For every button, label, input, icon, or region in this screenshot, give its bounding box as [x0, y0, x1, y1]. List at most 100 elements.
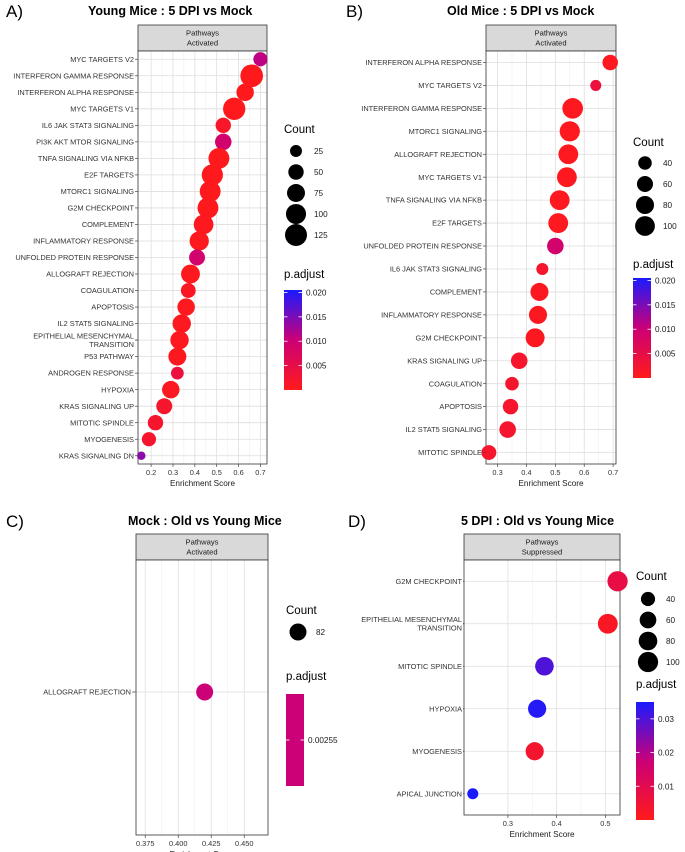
point-il6-jak-stat3-signaling: [536, 263, 548, 275]
count-legend-label: 80: [666, 637, 676, 646]
y-tick-label: ALLOGRAFT REJECTION: [46, 270, 134, 279]
strip-label-line2: Suppressed: [522, 548, 563, 557]
strip-label-line2: Activated: [186, 548, 217, 557]
point-inflammatory-response: [190, 231, 209, 250]
figure: A) Young Mice : 5 DPI vs Mock B) Old Mic…: [0, 0, 685, 852]
y-tick-label: MTORC1 SIGNALING: [61, 187, 135, 196]
y-tick-label: KRAS SIGNALING UP: [407, 356, 482, 365]
count-legend-symbol: [638, 652, 658, 672]
y-tick-label: HYPOXIA: [101, 385, 134, 394]
y-tick-label: MYOGENESIS: [84, 435, 134, 444]
point-myc-targets-v2: [253, 52, 267, 66]
padj-colorbar: [633, 278, 651, 378]
y-tick-label: TNFA SIGNALING VIA NFKB: [386, 196, 482, 205]
padj-legend-label: 0.005: [306, 362, 327, 371]
point-allograft-rejection: [196, 684, 213, 701]
padj-legend-label: 0.010: [655, 325, 676, 334]
y-tick-label: ALLOGRAFT REJECTION: [394, 150, 482, 159]
padj-legend-label: 0.00255: [308, 736, 338, 745]
y-tick-label: INFLAMMATORY RESPONSE: [381, 310, 482, 319]
plot-background: [464, 560, 620, 815]
x-tick-label: 0.7: [608, 468, 618, 477]
point-interferon-alpha-response: [602, 55, 617, 70]
y-tick-label: APOPTOSIS: [439, 402, 482, 411]
point-allograft-rejection: [181, 265, 200, 284]
point-tnfa-signaling-via-nfkb: [550, 190, 570, 210]
y-tick-label: IL6 JAK STAT3 SIGNALING: [42, 121, 134, 130]
y-tick-label: INTERFERON ALPHA RESPONSE: [17, 88, 134, 97]
count-legend-title: Count: [284, 124, 315, 136]
point-il2-stat5-signaling: [173, 314, 191, 332]
x-tick-label: 0.5: [550, 468, 560, 477]
y-tick-label: INTERFERON GAMMA RESPONSE: [361, 104, 482, 113]
y-tick-label: MITOTIC SPINDLE: [398, 662, 462, 671]
x-axis-title: Enrichment Score: [518, 479, 584, 488]
y-tick-label: COMPLEMENT: [82, 220, 135, 229]
strip-label-line1: Pathways: [186, 538, 219, 547]
padj-legend-title: p.adjust: [633, 259, 674, 271]
point-mitotic-spindle: [148, 415, 163, 430]
x-tick-label: 0.4: [521, 468, 531, 477]
point-coagulation: [505, 377, 519, 391]
padj-legend-label: 0.01: [658, 782, 674, 791]
x-tick-label: 0.4: [551, 819, 561, 828]
point-il6-jak-stat3-signaling: [216, 118, 231, 133]
y-tick-label: APICAL JUNCTION: [397, 789, 462, 798]
y-tick-label: MTORC1 SIGNALING: [409, 127, 483, 136]
point-androgen-response: [171, 367, 184, 380]
count-legend-title: Count: [633, 137, 664, 149]
count-legend-symbol: [641, 592, 655, 606]
padj-colorbar: [636, 702, 654, 820]
panel-a-title: Young Mice : 5 DPI vs Mock: [88, 4, 252, 18]
count-legend-symbol: [285, 224, 307, 246]
count-legend-label: 100: [314, 210, 328, 219]
y-tick-label: COAGULATION: [429, 379, 482, 388]
point-kras-signaling-up: [156, 398, 172, 414]
padj-legend-label: 0.020: [655, 276, 676, 285]
count-legend-label: 100: [663, 222, 677, 231]
count-legend-label: 60: [663, 180, 673, 189]
count-legend-label: 25: [314, 147, 324, 156]
x-axis-title: Enrichment Score: [170, 479, 236, 488]
point-complement: [194, 215, 214, 235]
y-tick-label: E2F TARGETS: [432, 219, 482, 228]
point-epithelial-mesenchymal-transition: [598, 614, 618, 634]
panel-c-letter: C): [6, 512, 24, 531]
y-tick-label: MYC TARGETS V2: [70, 55, 134, 64]
point-coagulation: [181, 283, 196, 298]
y-tick-label: APOPTOSIS: [91, 303, 134, 312]
count-legend-symbol: [638, 156, 652, 170]
panel-b-title: Old Mice : 5 DPI vs Mock: [447, 4, 594, 18]
x-tick-label: 0.6: [233, 468, 243, 477]
point-myogenesis: [526, 742, 544, 760]
count-legend-symbol: [639, 632, 658, 651]
padj-legend-title: p.adjust: [284, 269, 325, 281]
x-tick-label: 0.425: [202, 839, 221, 848]
point-apical-junction: [467, 788, 478, 799]
strip-label-line2: Activated: [187, 39, 218, 48]
panel-c-title: Mock : Old vs Young Mice: [128, 514, 282, 528]
point-hypoxia: [528, 700, 546, 718]
padj-legend-label: 0.010: [306, 337, 327, 346]
point-apoptosis: [177, 298, 194, 315]
x-tick-label: 0.400: [169, 839, 188, 848]
point-kras-signaling-dn: [137, 452, 145, 460]
strip-label-line1: Pathways: [535, 29, 568, 38]
panel-d-letter: D): [348, 512, 366, 531]
point-pi3k-akt-mtor-signaling: [215, 134, 231, 150]
y-tick-label: MITOTIC SPINDLE: [70, 418, 134, 427]
x-tick-label: 0.3: [168, 468, 178, 477]
y-tick-label: HYPOXIA: [429, 704, 462, 713]
x-tick-label: 0.3: [503, 819, 513, 828]
point-inflammatory-response: [529, 306, 547, 324]
y-tick-label: ALLOGRAFT REJECTION: [43, 688, 131, 697]
y-tick-label: PI3K AKT MTOR SIGNALING: [36, 137, 134, 146]
padj-legend-label: 0.02: [658, 749, 674, 758]
count-legend-title: Count: [286, 605, 317, 617]
padj-legend-title: p.adjust: [286, 671, 327, 683]
padj-legend-title: p.adjust: [636, 679, 677, 691]
y-tick-label: IL6 JAK STAT3 SIGNALING: [390, 265, 482, 274]
y-tick-label: G2M CHECKPOINT: [415, 333, 482, 342]
count-legend-title: Count: [636, 571, 667, 583]
